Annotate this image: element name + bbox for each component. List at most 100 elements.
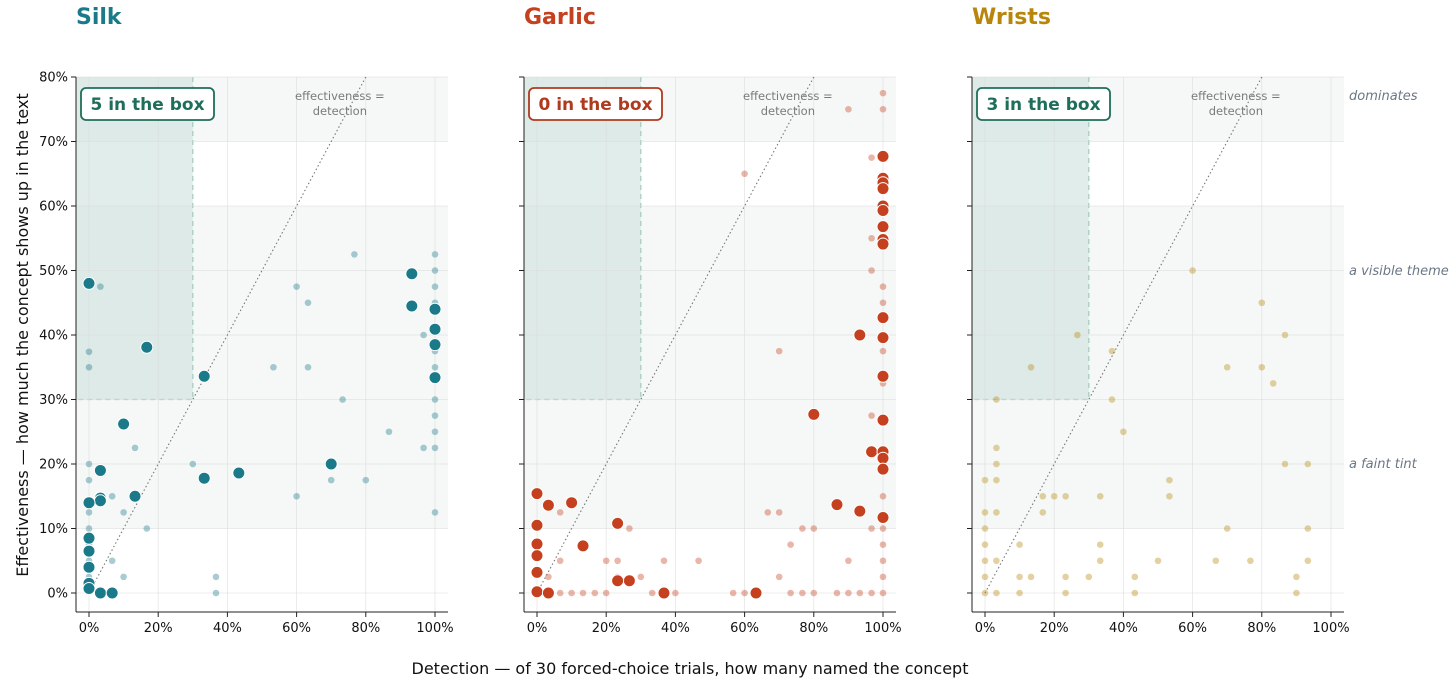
panel-title: Silk [76,5,123,30]
diagonal-label: effectiveness = detection [295,89,385,118]
data-point-minor [1258,363,1266,371]
data-point-major [876,220,890,234]
diagonal-line [88,76,367,594]
data-point-minor [120,509,127,516]
data-point-minor [304,363,312,371]
data-point-minor [729,589,737,597]
data-point-minor [879,525,887,532]
x-tick-label: 100% [416,621,453,636]
band-label-faint-tint: a faint tint [1349,457,1418,472]
data-point-minor [1027,363,1035,371]
data-point-minor [879,557,887,565]
box-count-label: 0 in the box [538,95,652,115]
x-tick-label: 0% [975,621,996,636]
x-tick-label: 20% [1040,621,1069,636]
data-point-minor [764,509,772,516]
data-point-major [876,511,890,525]
data-point-minor [879,541,887,548]
data-point-minor [1096,492,1104,500]
data-point-major [565,496,579,510]
data-point-minor [1108,347,1116,355]
data-point-minor [879,105,887,113]
data-point-major [530,537,544,551]
data-point-minor [1223,525,1231,532]
data-point-minor [556,589,564,597]
data-point-major [428,371,442,385]
x-tick-label: 100% [864,621,901,636]
data-point-major [197,471,211,485]
data-point-major [876,451,890,465]
box-count-badge [976,87,1111,121]
data-point-minor [981,589,989,597]
panel-wrists: effectiveness = detection 0% 20% 40% 60% 80% 10… [967,5,1350,636]
data-point-minor [879,573,887,581]
data-point-minor [993,476,1000,484]
data-point-minor [868,525,875,532]
x-tick-label: 40% [213,621,242,636]
data-point-major [82,544,96,558]
data-point-major [232,466,246,480]
data-point-minor [660,557,668,565]
x-tick-label: 80% [799,621,828,636]
data-point-minor [868,234,875,242]
data-point-major [853,504,867,518]
diagonal-label-line: detection [313,104,367,118]
data-point-minor [1293,589,1300,597]
data-point-major [876,462,890,476]
box-count-label: 3 in the box [986,95,1100,115]
data-point-minor [545,573,552,581]
data-point-minor [799,589,806,597]
x-tick-label: 40% [1109,621,1138,636]
data-point-minor [304,299,312,307]
data-point-minor [787,589,794,597]
y-tick-label: 20% [39,458,68,473]
data-point-minor [993,589,1000,597]
x-tick-label: 80% [1247,621,1276,636]
data-point-major [530,549,544,563]
data-point-major [324,457,338,471]
y-tick-label: 50% [39,264,68,279]
data-point-minor [1304,557,1312,565]
panel-garlic: effectiveness = detection 0% 20% 40% 60% 80% 10… [519,5,902,636]
data-point-minor [1062,573,1069,581]
data-point-minor [1247,557,1254,565]
data-point-major [82,496,96,510]
x-tick-label: 20% [144,621,173,636]
box-count-badge [80,87,215,121]
diagonal-label-line: effectiveness = [743,89,833,103]
data-point-minor [431,396,439,403]
data-point-minor [1039,492,1047,500]
data-point-minor [431,283,439,290]
x-tick-label: 80% [351,621,380,636]
data-point-minor [431,509,439,516]
target-box [972,77,1089,400]
x-tick-label: 0% [79,621,100,636]
data-point-minor [833,589,841,597]
data-point-minor [1189,267,1196,274]
data-point-minor [1293,573,1300,581]
data-point-minor [981,509,989,516]
data-point-major [405,299,419,313]
data-point-minor [431,251,439,258]
data-point-minor [602,589,610,597]
data-point-major [830,498,844,512]
y-tick-label: 40% [39,329,68,344]
data-point-minor [85,460,93,468]
data-point-minor [879,89,887,97]
diagonal-line [536,76,815,594]
diagonal-label-line: detection [761,104,815,118]
data-point-minor [868,267,875,274]
data-point-minor [212,589,220,597]
data-point-minor [1062,492,1069,500]
data-point-major [876,204,890,218]
data-point-major [93,494,107,508]
data-point-minor [602,557,610,565]
data-point-major [876,311,890,325]
data-point-minor [189,460,197,468]
data-point-minor [1166,476,1173,484]
x-tick-label: 0% [527,621,548,636]
data-point-major [611,574,625,588]
data-point-major [611,516,625,530]
data-point-minor [1062,589,1069,597]
